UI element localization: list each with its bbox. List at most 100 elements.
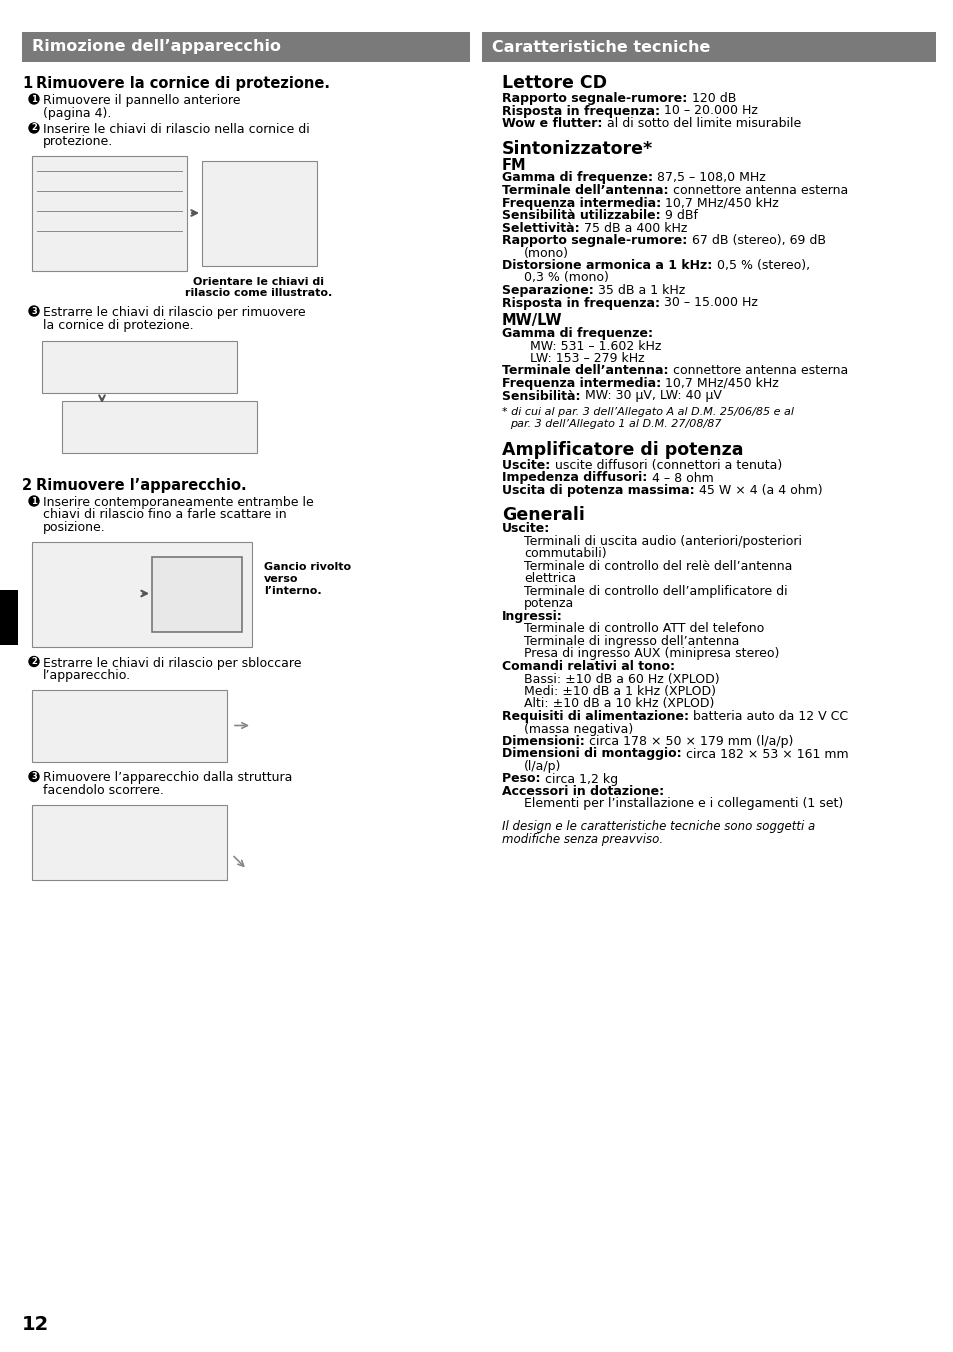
Circle shape — [29, 772, 39, 781]
Text: connettore antenna esterna: connettore antenna esterna — [672, 184, 847, 197]
Circle shape — [29, 123, 39, 132]
Text: MW: 30 μV, LW: 40 μV: MW: 30 μV, LW: 40 μV — [584, 389, 721, 403]
Text: Terminale dell’antenna:: Terminale dell’antenna: — [501, 184, 672, 197]
Text: 1: 1 — [31, 496, 37, 506]
Text: Rapporto segnale-rumore:: Rapporto segnale-rumore: — [501, 234, 691, 247]
Text: posizione.: posizione. — [43, 521, 106, 534]
Text: Dimensioni di montaggio:: Dimensioni di montaggio: — [501, 748, 685, 760]
Bar — [62, 402, 256, 453]
Text: MW/LW: MW/LW — [501, 314, 562, 329]
Text: Sintonizzatore*: Sintonizzatore* — [501, 139, 653, 157]
Text: circa 182 × 53 × 161 mm: circa 182 × 53 × 161 mm — [685, 748, 848, 760]
Text: batteria auto da 12 V CC: batteria auto da 12 V CC — [693, 710, 847, 723]
Text: verso: verso — [264, 573, 298, 584]
Text: Gancio rivolto: Gancio rivolto — [264, 561, 351, 572]
Text: elettrica: elettrica — [523, 572, 576, 585]
Text: Terminali di uscita audio (anteriori/posteriori: Terminali di uscita audio (anteriori/pos… — [523, 535, 801, 548]
Text: 0,5 % (stereo),: 0,5 % (stereo), — [716, 260, 809, 272]
Circle shape — [29, 657, 39, 667]
Text: 10,7 MHz/450 kHz: 10,7 MHz/450 kHz — [665, 196, 779, 210]
Text: Gamma di frequenze:: Gamma di frequenze: — [501, 172, 657, 184]
Text: rilascio come illustrato.: rilascio come illustrato. — [185, 288, 333, 297]
Text: Alti: ±10 dB a 10 kHz (XPLOD): Alti: ±10 dB a 10 kHz (XPLOD) — [523, 698, 714, 711]
Text: * di cui al par. 3 dell’Allegato A al D.M. 25/06/85 e al: * di cui al par. 3 dell’Allegato A al D.… — [501, 407, 793, 416]
Text: (massa negativa): (massa negativa) — [523, 722, 633, 735]
Text: la cornice di protezione.: la cornice di protezione. — [43, 319, 193, 331]
Bar — [32, 155, 187, 270]
Text: (mono): (mono) — [523, 246, 568, 260]
Text: modifiche senza preavviso.: modifiche senza preavviso. — [501, 833, 662, 846]
Text: Terminale di controllo del relè dell’antenna: Terminale di controllo del relè dell’ant… — [523, 560, 792, 573]
Bar — [22, 32, 470, 62]
Text: 0,3 % (mono): 0,3 % (mono) — [523, 272, 608, 284]
Text: Risposta in frequenza:: Risposta in frequenza: — [501, 296, 663, 310]
Text: 1: 1 — [22, 76, 32, 91]
Text: Generali: Generali — [501, 507, 584, 525]
Text: 30 – 15.000 Hz: 30 – 15.000 Hz — [663, 296, 758, 310]
Text: Comandi relativi al tono:: Comandi relativi al tono: — [501, 660, 675, 673]
Text: Peso:: Peso: — [501, 772, 544, 786]
Text: Frequenza intermedia:: Frequenza intermedia: — [501, 196, 665, 210]
Text: potenza: potenza — [523, 598, 574, 611]
Text: 10 – 20.000 Hz: 10 – 20.000 Hz — [663, 104, 758, 118]
Text: 45 W × 4 (a 4 ohm): 45 W × 4 (a 4 ohm) — [699, 484, 821, 498]
Text: Rimuovere il pannello anteriore: Rimuovere il pannello anteriore — [43, 95, 240, 107]
Text: Estrarre le chiavi di rilascio per sbloccare: Estrarre le chiavi di rilascio per sbloc… — [43, 657, 301, 669]
Text: MW: 531 – 1.602 kHz: MW: 531 – 1.602 kHz — [530, 339, 660, 353]
Text: Frequenza intermedia:: Frequenza intermedia: — [501, 377, 665, 389]
Bar — [0, 589, 18, 645]
Text: Lettore CD: Lettore CD — [501, 74, 606, 92]
Text: l’apparecchio.: l’apparecchio. — [43, 669, 131, 681]
Text: Estrarre le chiavi di rilascio per rimuovere: Estrarre le chiavi di rilascio per rimuo… — [43, 306, 305, 319]
Text: 75 dB a 400 kHz: 75 dB a 400 kHz — [583, 222, 687, 234]
Bar — [32, 804, 227, 880]
Text: Rimuovere la cornice di protezione.: Rimuovere la cornice di protezione. — [36, 76, 330, 91]
Text: 35 dB a 1 kHz: 35 dB a 1 kHz — [598, 284, 684, 297]
Bar — [152, 557, 242, 631]
Text: facendolo scorrere.: facendolo scorrere. — [43, 784, 164, 796]
Circle shape — [29, 496, 39, 506]
Text: 67 dB (stereo), 69 dB: 67 dB (stereo), 69 dB — [691, 234, 824, 247]
Text: LW: 153 – 279 kHz: LW: 153 – 279 kHz — [530, 352, 644, 365]
Bar — [481, 32, 935, 62]
Text: commutabili): commutabili) — [523, 548, 606, 561]
Text: Uscita di potenza massima:: Uscita di potenza massima: — [501, 484, 699, 498]
Text: Caratteristiche tecniche: Caratteristiche tecniche — [492, 39, 710, 54]
Text: 9 dBf: 9 dBf — [664, 210, 698, 222]
Text: Medi: ±10 dB a 1 kHz (XPLOD): Medi: ±10 dB a 1 kHz (XPLOD) — [523, 685, 716, 698]
Bar — [42, 341, 236, 393]
Text: Rimuovere l’apparecchio.: Rimuovere l’apparecchio. — [36, 479, 247, 493]
Text: Separazione:: Separazione: — [501, 284, 598, 297]
Text: Selettività:: Selettività: — [501, 222, 583, 234]
Text: Rimozione dell’apparecchio: Rimozione dell’apparecchio — [32, 39, 281, 54]
Text: Rapporto segnale-rumore:: Rapporto segnale-rumore: — [501, 92, 691, 105]
Text: circa 1,2 kg: circa 1,2 kg — [544, 772, 618, 786]
Text: Risposta in frequenza:: Risposta in frequenza: — [501, 104, 663, 118]
Text: Terminale di controllo dell’amplificatore di: Terminale di controllo dell’amplificator… — [523, 585, 787, 598]
Text: Inserire contemporaneamente entrambe le: Inserire contemporaneamente entrambe le — [43, 496, 314, 508]
Text: Gamma di frequenze:: Gamma di frequenze: — [501, 327, 652, 339]
Text: 2: 2 — [22, 479, 32, 493]
Text: Rimuovere l’apparecchio dalla struttura: Rimuovere l’apparecchio dalla struttura — [43, 772, 292, 784]
Text: 2: 2 — [31, 123, 37, 132]
Text: Elementi per l’installazione e i collegamenti (1 set): Elementi per l’installazione e i collega… — [523, 798, 842, 810]
Text: Bassi: ±10 dB a 60 Hz (XPLOD): Bassi: ±10 dB a 60 Hz (XPLOD) — [523, 672, 719, 685]
Text: 1: 1 — [31, 95, 37, 104]
Text: Ingressi:: Ingressi: — [501, 610, 562, 623]
Text: circa 178 × 50 × 179 mm (l/a/p): circa 178 × 50 × 179 mm (l/a/p) — [589, 735, 793, 748]
Bar — [32, 690, 227, 761]
Text: Wow e flutter:: Wow e flutter: — [501, 118, 606, 130]
Text: 87,5 – 108,0 MHz: 87,5 – 108,0 MHz — [657, 172, 765, 184]
Text: 10,7 MHz/450 kHz: 10,7 MHz/450 kHz — [665, 377, 779, 389]
Text: 3: 3 — [31, 772, 37, 781]
Text: Il design e le caratteristiche tecniche sono soggetti a: Il design e le caratteristiche tecniche … — [501, 821, 815, 833]
Text: Presa di ingresso AUX (minipresa stereo): Presa di ingresso AUX (minipresa stereo) — [523, 648, 779, 661]
Text: 12: 12 — [22, 1314, 50, 1333]
Text: Accessori in dotazione:: Accessori in dotazione: — [501, 786, 663, 798]
Text: uscite diffusori (connettori a tenuta): uscite diffusori (connettori a tenuta) — [554, 458, 781, 472]
Text: Orientare le chiavi di: Orientare le chiavi di — [193, 277, 324, 287]
Text: 2: 2 — [31, 657, 37, 667]
Text: protezione.: protezione. — [43, 135, 113, 149]
Text: connettore antenna esterna: connettore antenna esterna — [672, 365, 847, 377]
Text: (l/a/p): (l/a/p) — [523, 760, 560, 773]
